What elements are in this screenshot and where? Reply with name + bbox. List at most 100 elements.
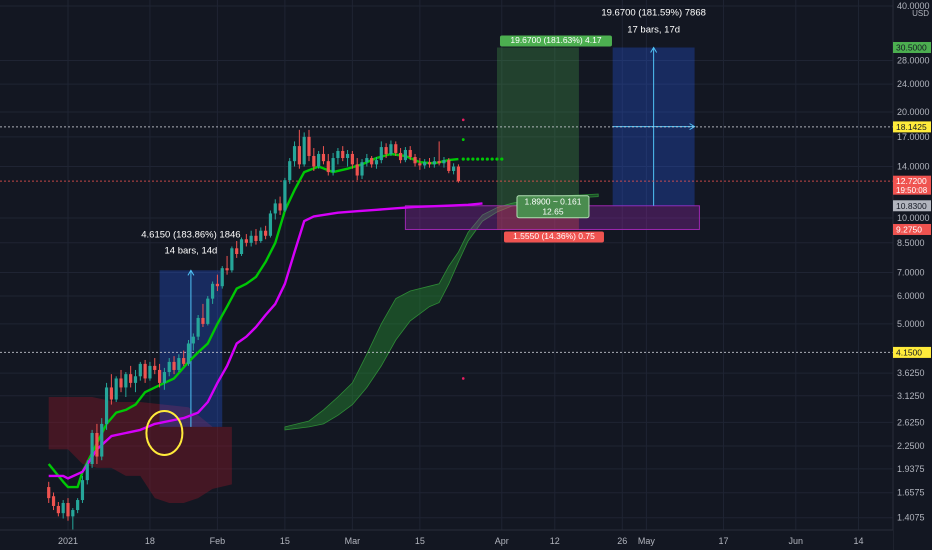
candle-down	[47, 487, 51, 499]
future-dot	[500, 157, 504, 161]
candle-up	[167, 361, 171, 373]
candle-down	[297, 146, 301, 165]
candle-down	[95, 432, 99, 457]
y-tick-label: 24.0000	[897, 79, 930, 89]
candle-up	[61, 502, 65, 514]
candle-down	[143, 363, 147, 379]
future-dot	[461, 157, 465, 161]
candle-down	[307, 136, 311, 156]
candle-up	[273, 203, 277, 214]
y-tick-label: 17.0000	[897, 132, 930, 142]
candle-up	[206, 298, 210, 324]
candle-up	[90, 432, 94, 465]
candle-down	[182, 358, 186, 364]
annotations: 4.6150 (183.86%) 1846 14 bars, 14d 19.6700…	[141, 7, 706, 456]
candle-down	[312, 155, 316, 167]
candle-up	[345, 153, 350, 159]
candle-up	[331, 158, 335, 173]
candle-up	[162, 372, 166, 383]
future-dot	[490, 157, 494, 161]
candle-up	[336, 150, 340, 159]
candle-down	[326, 161, 330, 173]
candle-up	[403, 149, 407, 161]
y-tick-label: 2.2500	[897, 441, 925, 451]
candle-down	[355, 164, 359, 176]
baseline-magenta-line	[48, 202, 483, 480]
price-tag: 18.1425	[896, 122, 927, 132]
price-tag-bg	[893, 175, 931, 195]
x-tick-label: 18	[145, 536, 155, 546]
measure-arrow-head	[650, 46, 658, 53]
x-tick-label: 26	[617, 536, 627, 546]
candle-down	[408, 149, 412, 158]
candle-up	[302, 136, 306, 165]
candle-up	[365, 158, 369, 163]
candle-up	[288, 161, 292, 181]
measure-sublabel: 14 bars, 14d	[164, 245, 217, 256]
target-label-bg	[499, 35, 612, 47]
horizontal-lines	[0, 126, 893, 353]
x-tick-label: Feb	[210, 536, 226, 546]
candle-up	[76, 500, 80, 511]
candle-up	[71, 510, 75, 517]
candle-down	[418, 163, 422, 166]
candle-up	[80, 480, 85, 501]
candle-up	[100, 423, 104, 457]
candle-down	[427, 162, 432, 165]
y-tick-label: 2.6250	[897, 417, 925, 427]
candle-down	[350, 153, 354, 165]
candle-down	[370, 158, 374, 165]
price-tag: 10.8300	[896, 201, 927, 211]
cloud-bearish	[48, 397, 232, 503]
candle-up	[114, 378, 118, 400]
candle-up	[292, 146, 297, 162]
future-dot	[476, 157, 480, 161]
y-tick-label: 10.0000	[897, 213, 930, 223]
highlight-circle	[145, 409, 184, 456]
price-tag-bg	[893, 121, 931, 133]
candle-up	[191, 336, 195, 344]
future-dot	[480, 157, 485, 161]
candle-down	[321, 153, 326, 162]
entry-label: 1.8900 ~ 0.161	[524, 196, 581, 206]
candle-up	[379, 147, 383, 161]
candle-up	[211, 283, 215, 299]
x-tick-label: 15	[415, 536, 425, 546]
y-tick-label: 5.0000	[897, 319, 925, 329]
magenta-dot	[461, 118, 465, 122]
price-tag-bg	[893, 200, 931, 212]
y-tick-label: 8.5000	[897, 238, 925, 248]
x-tick-label: Mar	[345, 536, 361, 546]
x-tick-label: 2021	[58, 536, 78, 546]
candle-down	[129, 374, 133, 383]
candle-up	[442, 160, 446, 164]
candle-up	[389, 144, 393, 154]
price-tag-bg	[893, 346, 931, 358]
candle-down	[254, 235, 258, 242]
candle-down	[201, 317, 205, 324]
candle-down	[413, 157, 417, 164]
price-axis-bg	[893, 0, 932, 550]
candle-down	[437, 161, 441, 164]
candle-down	[341, 150, 345, 159]
candle-up	[432, 161, 436, 165]
x-tick-label: 15	[280, 536, 290, 546]
target-label: 19.6700 (181.63%) 4.17	[510, 35, 601, 45]
measure-arrow-head	[689, 123, 696, 131]
future-dot	[495, 157, 499, 161]
candle-down	[264, 230, 268, 236]
y-tick-label: 6.0000	[897, 291, 925, 301]
candle-up	[104, 387, 109, 424]
currency-label: USD	[912, 9, 929, 18]
y-tick-label: 3.6250	[897, 368, 925, 378]
candle-up	[220, 268, 224, 287]
price-tag-bg	[893, 41, 931, 53]
candle-up	[148, 365, 152, 379]
candle-up	[374, 160, 379, 165]
y-tick-label: 14.0000	[897, 162, 930, 172]
candle-up	[317, 153, 321, 167]
candle-down	[119, 378, 123, 388]
